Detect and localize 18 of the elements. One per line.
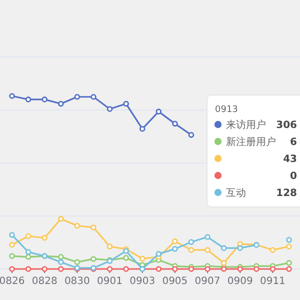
x-tick-label: 0826 <box>0 276 25 287</box>
x-tick-label: 0828 <box>32 276 58 287</box>
annotation: 306 <box>276 120 298 131</box>
annotation: 6 <box>290 137 298 148</box>
annotation: 128 <box>276 188 298 199</box>
x-tick-label: 0903 <box>130 276 156 287</box>
x-tick-label: 0901 <box>97 276 122 287</box>
annotation: 0 <box>290 171 298 182</box>
x-tick-label: 0911 <box>260 276 286 287</box>
annotation: 43 <box>283 154 298 165</box>
x-tick-label: 0907 <box>194 276 220 287</box>
legend-label: 互动 <box>226 188 246 199</box>
legend-label: 新注册用户 <box>226 136 276 148</box>
legend-label: 来访用户 <box>226 119 266 131</box>
annotation: 0913 <box>215 105 238 115</box>
x-tick-label: 0905 <box>162 276 188 287</box>
x-tick-label: 0909 <box>227 276 253 287</box>
x-tick-label: 0830 <box>64 276 90 287</box>
